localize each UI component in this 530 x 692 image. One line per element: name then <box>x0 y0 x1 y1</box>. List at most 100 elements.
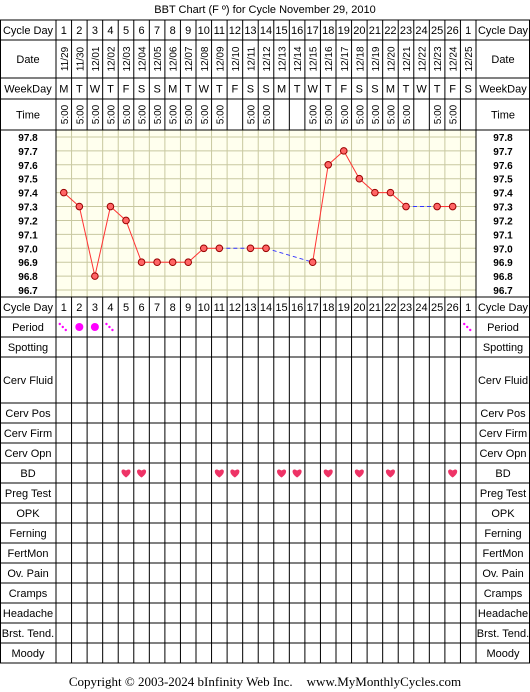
cycle-day-cell: 17 <box>307 302 319 314</box>
website-link[interactable]: www.MyMonthlyCycles.com <box>306 674 462 689</box>
temp-line <box>78 206 96 277</box>
date-cell: 12/03 <box>122 46 133 71</box>
cycle-day-cell: 12 <box>229 25 241 37</box>
cycle-day-cell: 12 <box>229 302 241 314</box>
cycle-day-cell: 17 <box>307 25 319 37</box>
symptom-label-left: BD <box>20 468 35 480</box>
date-cell: 12/15 <box>309 46 320 71</box>
cycle-day-cell: 1 <box>61 25 67 37</box>
weekday-cell: S <box>153 84 160 96</box>
period-light-dot <box>58 322 61 326</box>
period-light-dot <box>469 328 472 332</box>
date-label-left: Date <box>16 54 39 66</box>
temp-point <box>448 202 457 211</box>
cycle-day-cell: 14 <box>260 302 272 314</box>
cycle-day-cell: 9 <box>185 302 191 314</box>
cycle-day-cell: 1 <box>465 302 471 314</box>
date-cell: 12/11 <box>246 46 257 71</box>
time-cell: 5:00 <box>138 104 149 124</box>
temp-point <box>386 188 395 197</box>
time-cell: 5:00 <box>386 104 397 124</box>
symptom-label-right: Cramps <box>484 588 523 600</box>
period-heavy-dot <box>90 323 99 331</box>
time-cell: 5:00 <box>122 104 133 124</box>
bd-heart-icon <box>121 469 131 478</box>
symptom-label-left: Cerv Opn <box>4 448 51 460</box>
date-cell: 12/09 <box>215 46 226 71</box>
date-cell: 12/01 <box>91 46 102 71</box>
temp-tick-left: 97.0 <box>18 244 38 255</box>
cycle-day-cell: 9 <box>185 25 191 37</box>
symptom-label-left: Cramps <box>9 588 48 600</box>
symptom-label-right: FertMon <box>483 548 524 560</box>
date-cell: 11/30 <box>75 46 86 71</box>
cycle-day-cell: 24 <box>415 25 427 37</box>
weekday-cell: M <box>168 84 177 96</box>
weekday-cell: T <box>403 84 410 96</box>
symptom-label-right: Ferning <box>484 528 521 540</box>
temp-gap-line <box>265 247 313 263</box>
symptom-row <box>0 356 530 404</box>
copyright-text: Copyright © 2003-2024 bInfinity Web Inc. <box>68 674 293 689</box>
symptom-row <box>0 542 530 564</box>
temp-point <box>402 202 410 211</box>
time-cell: 5:00 <box>324 104 335 124</box>
temp-point <box>153 258 161 267</box>
time-cell: 5:00 <box>262 104 273 124</box>
temp-tick-left: 97.8 <box>18 133 38 144</box>
weekday-cell: M <box>277 84 286 96</box>
time-cell: 5:00 <box>371 104 382 124</box>
time-cell: 5:00 <box>91 104 102 124</box>
period-light-dot <box>105 322 108 326</box>
cycle-day-label-right: Cycle Day <box>478 25 529 37</box>
temp-point <box>433 202 441 211</box>
period-light-dot <box>64 328 67 332</box>
cycle-day-cell: 26 <box>447 302 459 314</box>
symptom-label-left: Cerv Fluid <box>3 375 53 387</box>
date-cell: 12/13 <box>278 46 289 71</box>
weekday-cell: F <box>340 84 347 96</box>
symptom-label-left: Preg Test <box>5 488 51 500</box>
temp-point <box>262 244 270 253</box>
temp-point <box>308 258 317 267</box>
cycle-day-cell: 10 <box>198 25 210 37</box>
symptom-label-right: Spotting <box>483 342 523 354</box>
cycle-day-cell: 23 <box>400 25 412 37</box>
temp-tick-left: 96.8 <box>18 272 38 283</box>
time-cell: 5:00 <box>449 104 460 124</box>
weekday-label-left: WeekDay <box>4 84 52 96</box>
date-cell: 12/06 <box>169 46 180 71</box>
symptom-row <box>0 402 530 424</box>
bd-heart-icon <box>230 469 240 478</box>
cycle-day-cell: 7 <box>154 302 160 314</box>
weekday-cell: M <box>386 84 395 96</box>
cycle-day-cell: 8 <box>170 25 176 37</box>
weekday-cell: S <box>371 84 378 96</box>
temp-point <box>355 174 364 183</box>
cycle-day-cell: 3 <box>92 302 98 314</box>
temp-tick-left: 97.6 <box>18 161 38 172</box>
time-cell: 5:00 <box>402 104 413 124</box>
weekday-cell: T <box>325 84 332 96</box>
temp-point <box>339 147 348 155</box>
time-cell: 5:00 <box>75 104 86 124</box>
cycle-day-cell: 21 <box>369 302 381 314</box>
cycle-day-cell: 22 <box>384 25 396 37</box>
bd-heart-icon <box>137 469 147 478</box>
cycle-day-cell: 16 <box>291 302 303 314</box>
temp-tick-right: 97.4 <box>493 189 513 200</box>
symptom-row <box>0 482 530 504</box>
symptom-label-right: Preg Test <box>480 488 526 500</box>
cycle-day-cell: 18 <box>322 302 334 314</box>
weekday-cell: F <box>123 84 130 96</box>
period-light-dot <box>111 328 114 332</box>
symptom-row <box>0 422 530 444</box>
temp-point <box>168 258 177 267</box>
bd-heart-icon <box>277 469 287 478</box>
period-heavy-dot <box>75 323 84 331</box>
temp-point <box>199 244 208 253</box>
date-cell: 12/12 <box>262 46 273 71</box>
bd-heart-icon <box>214 469 224 478</box>
weekday-cell: S <box>247 84 254 96</box>
cycle-day-cell: 15 <box>275 302 287 314</box>
